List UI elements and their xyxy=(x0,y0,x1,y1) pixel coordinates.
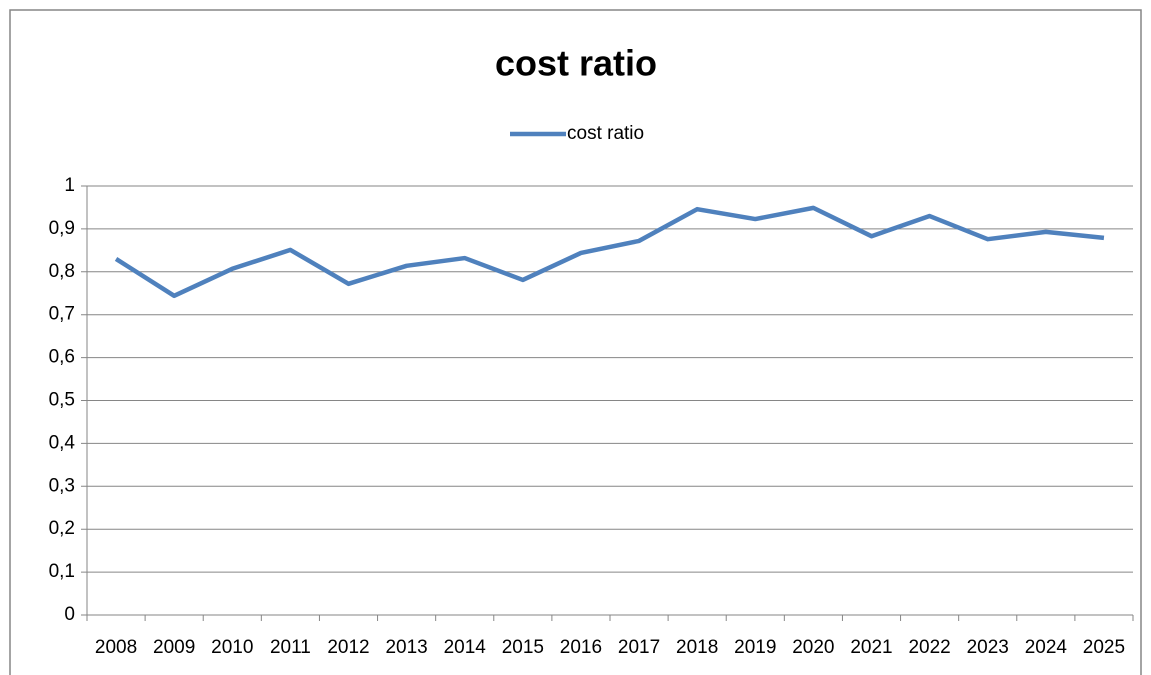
x-tick-label: 2023 xyxy=(967,637,1009,658)
x-tick-label: 2012 xyxy=(327,637,369,658)
x-tick-label: 2019 xyxy=(734,637,776,658)
x-tick-label: 2024 xyxy=(1025,637,1068,658)
y-tick-label: 0 xyxy=(64,604,75,625)
legend-label: cost ratio xyxy=(567,123,644,144)
x-tick-label: 2022 xyxy=(908,637,950,658)
x-tick-label: 2014 xyxy=(444,637,487,658)
y-tick-label: 0,8 xyxy=(49,261,75,282)
chart-frame xyxy=(9,9,1142,675)
y-tick-label: 0,6 xyxy=(49,347,75,368)
x-tick-label: 2011 xyxy=(270,637,311,658)
y-tick-label: 0,4 xyxy=(49,432,76,453)
y-tick-label: 1 xyxy=(64,175,75,196)
x-tick-label: 2021 xyxy=(850,637,892,658)
x-tick-label: 2010 xyxy=(211,637,253,658)
x-tick-label: 2013 xyxy=(385,637,427,658)
x-tick-label: 2017 xyxy=(618,637,660,658)
x-tick-label: 2008 xyxy=(95,637,137,658)
y-tick-label: 0,2 xyxy=(49,518,75,539)
x-tick-label: 2020 xyxy=(792,637,834,658)
y-tick-label: 0,7 xyxy=(49,304,75,325)
x-tick-label: 2015 xyxy=(502,637,544,658)
y-tick-label: 0,1 xyxy=(49,561,75,582)
x-tick-label: 2009 xyxy=(153,637,195,658)
data-line xyxy=(114,205,1105,299)
y-tick-label: 0,5 xyxy=(49,390,75,411)
chart-title: cost ratio xyxy=(495,43,657,84)
y-tick-label: 0,3 xyxy=(49,475,75,496)
x-tick-label: 2025 xyxy=(1083,637,1125,658)
x-tick-label: 2018 xyxy=(676,637,718,658)
x-tick-label: 2016 xyxy=(560,637,602,658)
y-tick-label: 0,9 xyxy=(49,218,75,239)
